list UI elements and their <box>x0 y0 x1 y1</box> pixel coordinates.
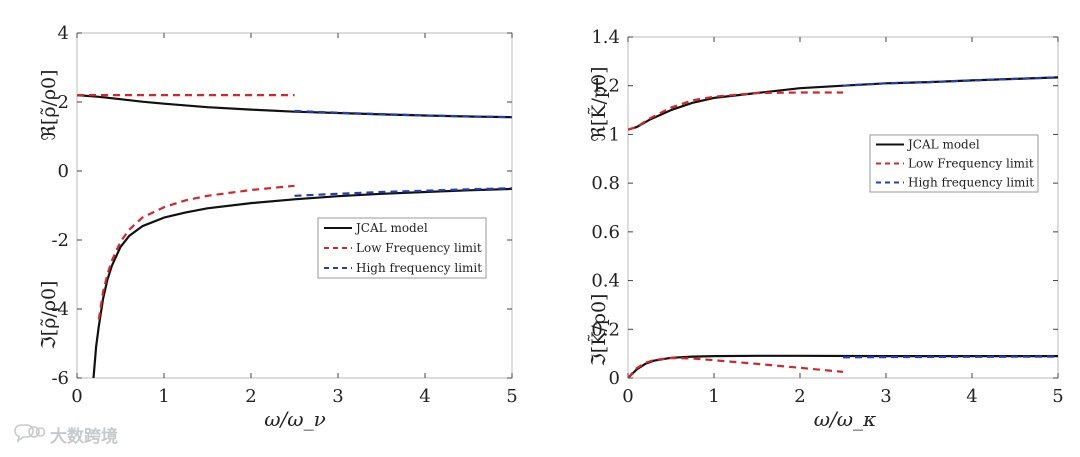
x-tick-label: 1 <box>158 386 169 407</box>
y-axis-label-imag: ℑ[K̃/p0] <box>588 294 610 367</box>
plot-frame <box>627 36 1059 379</box>
y-tick-label: 2 <box>58 92 69 113</box>
y-tick-label: 0.4 <box>591 271 620 292</box>
y-axis-label-real: ℜ[ρ̃/ρ0] <box>38 69 60 140</box>
x-tick-label: 5 <box>506 386 517 407</box>
y-tick-label: -4 <box>51 299 69 320</box>
legend-entry-label: JCAL model <box>354 221 428 235</box>
x-tick-label: 3 <box>332 386 343 407</box>
y-axis-label-real: ℜ[K̃/p0] <box>588 66 610 141</box>
legend-entry-label: Low Frequency limit <box>908 157 1034 171</box>
series-line-jcal-model <box>77 94 512 119</box>
y-tick-label: 0.2 <box>591 319 620 340</box>
y-tick-label: 0.8 <box>591 173 620 194</box>
series-line-high-frequency-limit <box>294 187 512 197</box>
x-tick-label: 5 <box>1052 386 1063 407</box>
y-tick-label: 1.2 <box>591 76 620 97</box>
left-chart: 0 1 2 3 4 5 -6 -4 -2 0 2 4 ω/ω_ν ℜ[ρ̃/ρ0] ℑ[ρ̃/ρ0] JCAL… <box>38 23 518 431</box>
x-tick-label: 3 <box>880 386 891 407</box>
plot-frame <box>76 32 513 379</box>
y-tick-label: 4 <box>58 23 69 44</box>
y-tick-label: -6 <box>51 368 69 389</box>
legend: JCAL model Low Frequency limit High freque… <box>869 134 1039 193</box>
watermark-text: 大数跨境 <box>50 427 118 447</box>
x-tick-label: 2 <box>245 386 256 407</box>
right-chart: 0 1 2 3 4 5 0 0.2 0.4 0.6 0.8 1 1.2 1.4 ω/ω_κ ℜ[K̃/p0] ℑ… <box>588 27 1064 431</box>
watermark: 大数跨境 <box>12 422 118 447</box>
y-tick-label: 0 <box>609 368 620 389</box>
y-tick-label: 0.6 <box>591 222 620 243</box>
series-line-low-frequency-limit <box>628 356 844 378</box>
x-axis-label: ω/ω_κ <box>814 407 876 431</box>
legend-entry-label: JCAL model <box>906 138 980 152</box>
x-axis-label: ω/ω_ν <box>264 407 326 431</box>
x-tick-label: 1 <box>708 386 719 407</box>
chat-bubbles-logo-icon <box>14 423 46 443</box>
x-tick-label: 4 <box>966 386 977 407</box>
x-tick-label: 4 <box>419 386 430 407</box>
y-tick-label: 0 <box>58 161 69 182</box>
y-tick-label: -2 <box>51 230 69 251</box>
series-line-high-frequency-limit <box>842 355 1058 359</box>
series-line-jcal-model <box>92 187 512 378</box>
series-line-jcal-model <box>628 354 1058 378</box>
x-tick-label: 2 <box>794 386 805 407</box>
legend-entry-label: High frequency limit <box>356 261 482 275</box>
y-axis-label-imag: ℑ[ρ̃/ρ0] <box>38 281 60 350</box>
legend: JCAL model Low Frequency limit High freque… <box>317 217 487 279</box>
legend-entry-label: Low Frequency limit <box>356 241 482 255</box>
y-tick-label: 1.4 <box>591 27 620 48</box>
x-tick-label: 0 <box>71 386 82 407</box>
x-tick-label: 0 <box>622 386 633 407</box>
series-line-low-frequency-limit <box>97 184 295 320</box>
series-line-high-frequency-limit <box>294 109 512 119</box>
series-line-low-frequency-limit <box>628 91 843 131</box>
y-tick-label: 1 <box>609 124 620 145</box>
legend-entry-label: High frequency limit <box>908 176 1034 190</box>
